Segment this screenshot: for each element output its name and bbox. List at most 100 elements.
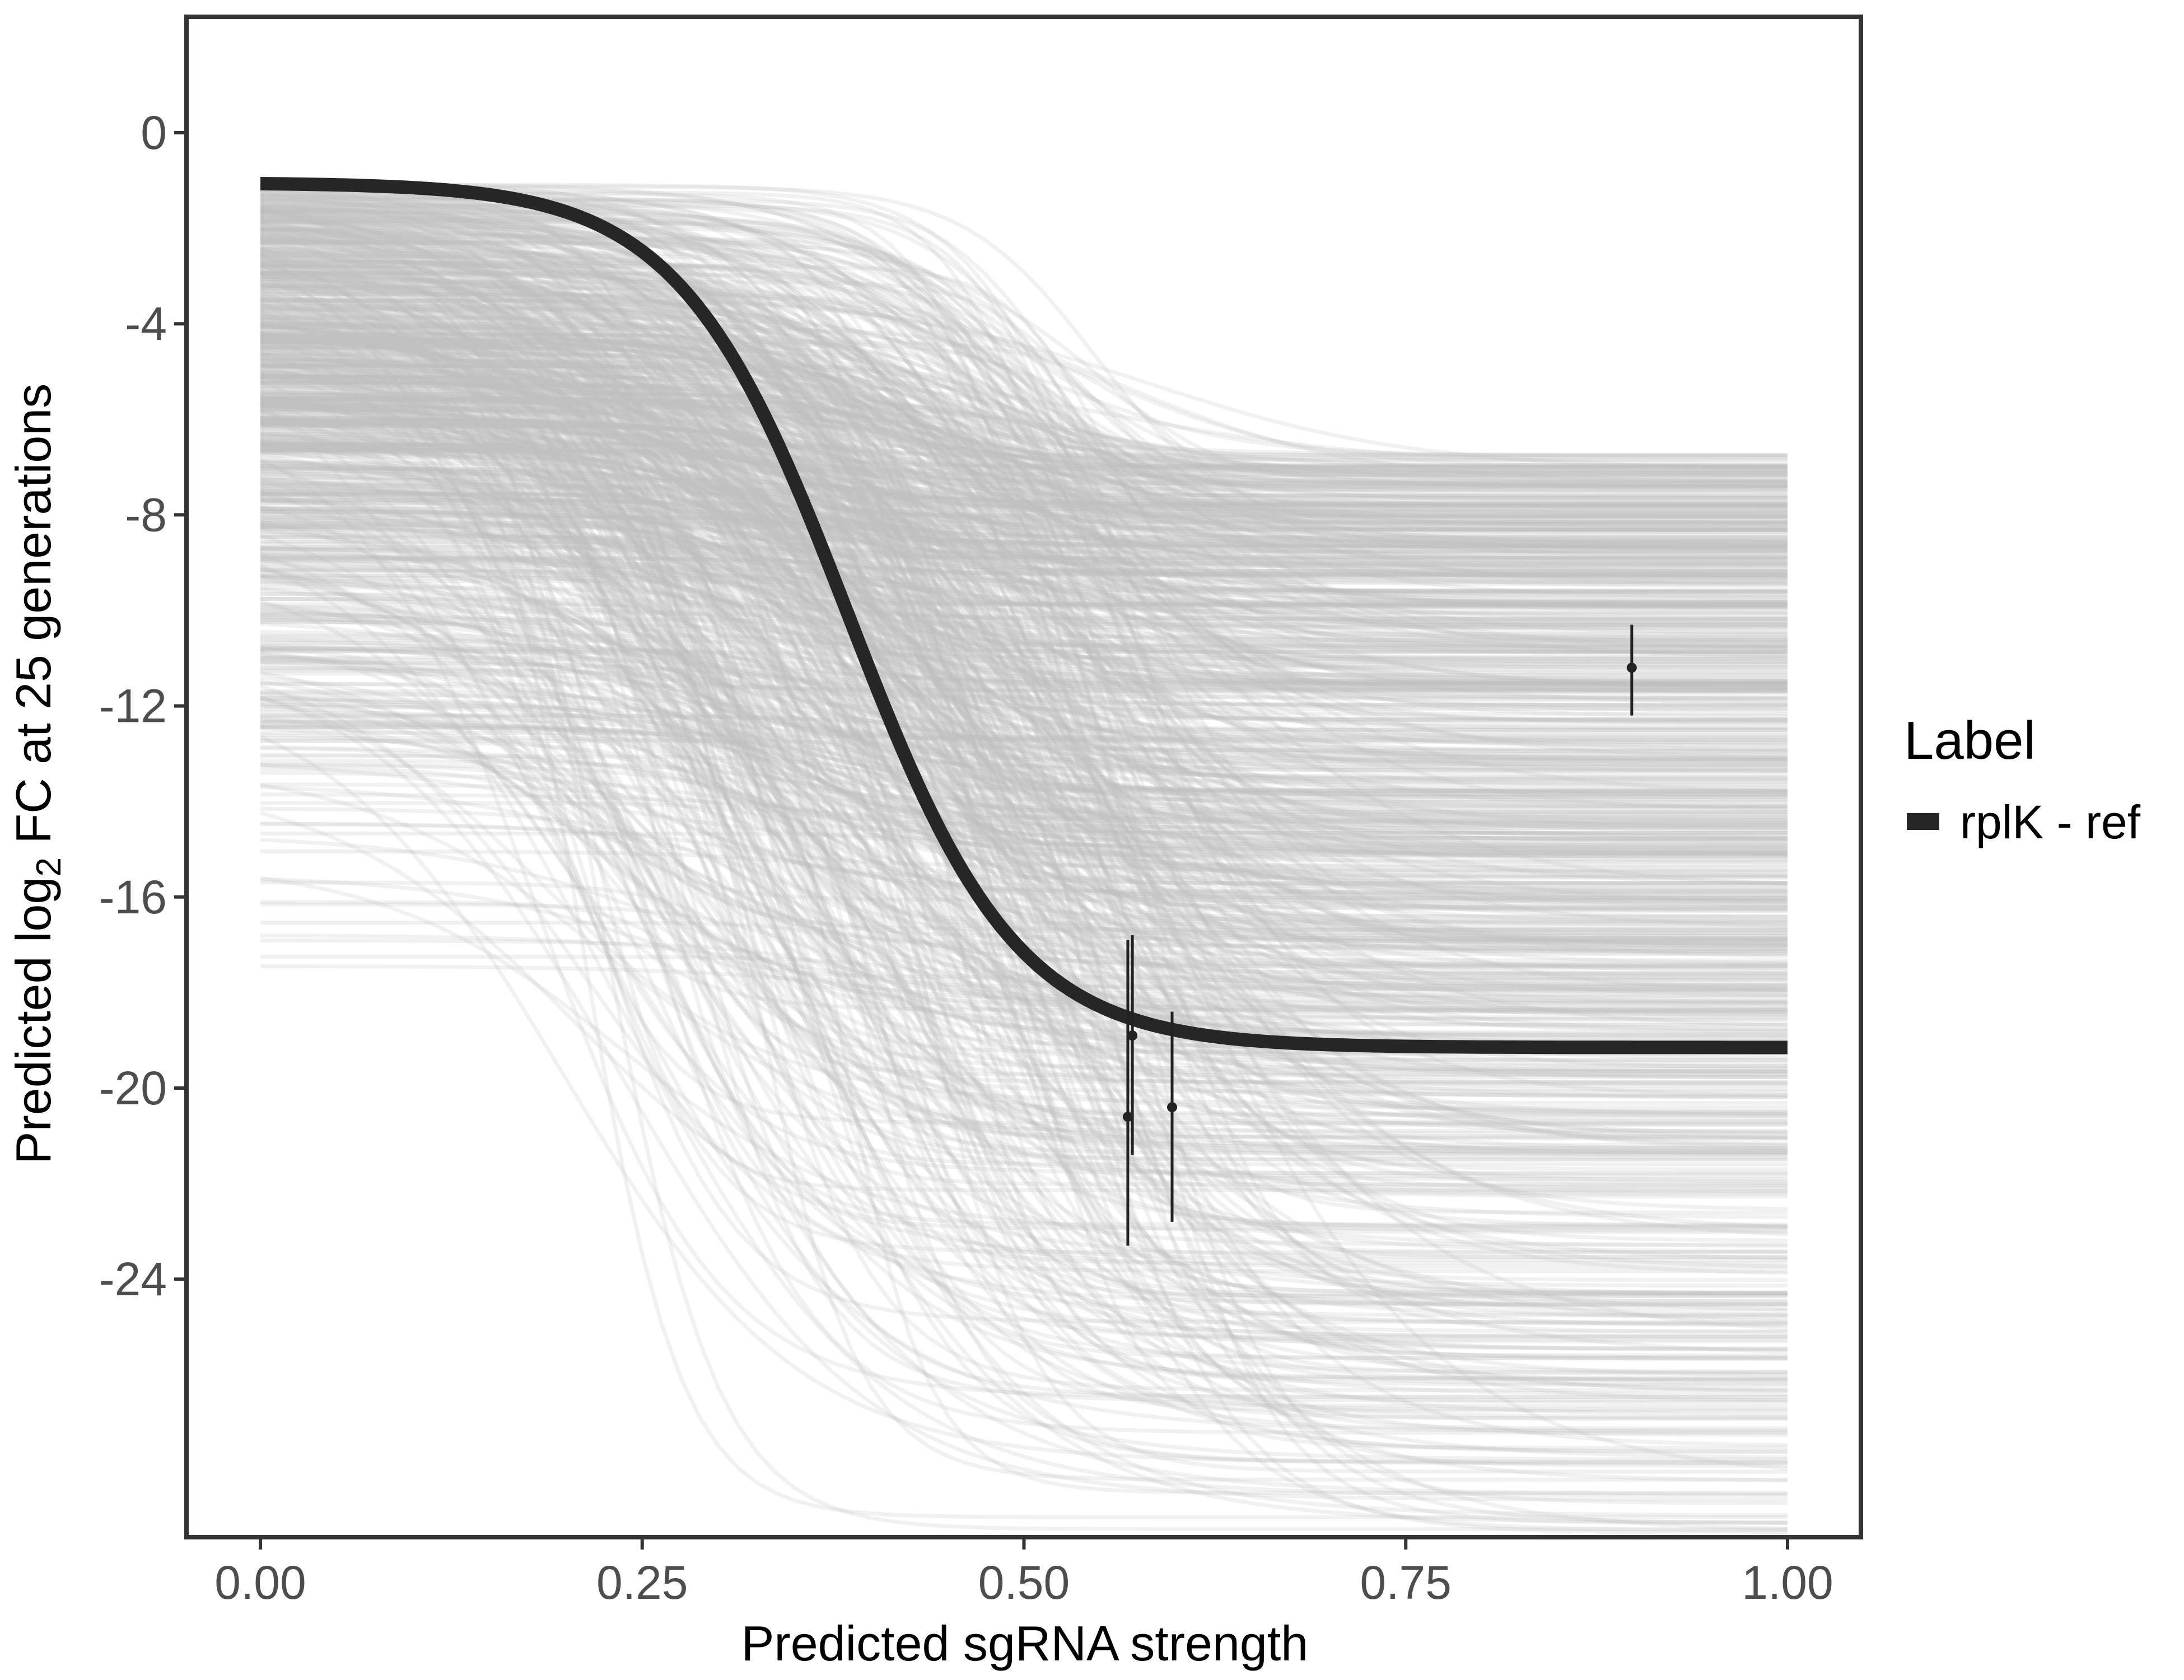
panel-border	[184, 15, 1863, 1539]
posterior-draw-line	[260, 441, 1788, 847]
posterior-draw-line	[260, 419, 1788, 1006]
posterior-draw-line	[260, 283, 1788, 543]
x-axis: 0.00 0.25 0.50 0.75 1.00	[214, 1539, 1833, 1609]
posterior-draw-line	[260, 353, 1788, 648]
posterior-draw-line	[260, 521, 1788, 670]
posterior-draw-line	[260, 472, 1788, 1525]
legend-title: Label	[1904, 711, 2036, 771]
posterior-draw-line	[260, 283, 1788, 1094]
posterior-draw-line	[260, 449, 1788, 1275]
posterior-draw-line	[260, 351, 1788, 602]
posterior-draw-line	[260, 604, 1788, 695]
posterior-draw-line	[260, 335, 1788, 1211]
posterior-draw-line	[260, 464, 1788, 1151]
posterior-draw-line	[260, 364, 1788, 522]
posterior-draw-line	[260, 222, 1788, 583]
posterior-draw-line	[259, 226, 1788, 841]
posterior-draw-line	[260, 228, 1788, 1161]
posterior-draw-line	[260, 263, 1788, 1288]
posterior-draw-line	[260, 273, 1788, 1117]
posterior-draw-line	[260, 332, 1788, 966]
posterior-draw-line	[259, 254, 1788, 1023]
posterior-draw-line	[260, 464, 1788, 580]
posterior-draw-line	[260, 375, 1788, 1397]
posterior-draw-line	[260, 334, 1788, 556]
posterior-draw-line	[260, 193, 1788, 857]
posterior-draw-line	[259, 270, 1788, 1496]
posterior-draw-line	[259, 684, 1788, 1306]
posterior-draw-line	[260, 645, 1788, 773]
posterior-draw-line	[260, 408, 1788, 1068]
posterior-draw-line	[259, 351, 1788, 1382]
posterior-draw-line	[260, 426, 1788, 575]
posterior-draw-line	[260, 552, 1788, 648]
posterior-draw-line	[260, 386, 1788, 613]
posterior-draw-line	[260, 230, 1788, 1327]
posterior-draw-line	[260, 528, 1788, 753]
posterior-draw-line	[260, 699, 1788, 792]
posterior-draw-line	[260, 443, 1788, 538]
posterior-draw-line	[260, 203, 1788, 517]
posterior-draw-line	[260, 506, 1788, 1298]
posterior-draw-line	[260, 722, 1788, 819]
posterior-draw-line	[260, 435, 1788, 560]
posterior-draw-line	[260, 323, 1788, 482]
posterior-draw-line	[260, 550, 1788, 1065]
posterior-draw-line	[260, 448, 1788, 773]
posterior-draw-line	[260, 408, 1788, 577]
posterior-draw-line	[260, 921, 1788, 1343]
posterior-draw-line	[260, 333, 1788, 1352]
y-tick-label: -12	[99, 680, 167, 732]
posterior-draw-line	[260, 255, 1788, 1298]
posterior-draw-line	[260, 460, 1788, 1116]
posterior-draw-line	[260, 258, 1788, 609]
posterior-draw-line	[260, 350, 1788, 1392]
posterior-draw-line	[260, 324, 1788, 608]
posterior-draw-line	[260, 469, 1788, 586]
posterior-draw-line	[260, 410, 1788, 1040]
posterior-draw-line	[260, 335, 1788, 953]
posterior-draw-line	[260, 605, 1788, 856]
posterior-draw-line	[260, 471, 1788, 1447]
posterior-draw-line	[260, 338, 1788, 488]
posterior-draw-line	[260, 505, 1788, 1175]
posterior-draw-line	[260, 423, 1788, 501]
posterior-draw-line	[260, 280, 1788, 606]
posterior-draw-line	[260, 338, 1788, 1326]
posterior-draw-line	[260, 759, 1788, 956]
posterior-draw-line	[260, 547, 1788, 841]
posterior-draw-line	[260, 478, 1788, 1297]
posterior-draw-line	[260, 379, 1788, 473]
posterior-draw-line	[259, 245, 1788, 1150]
posterior-draw-line	[260, 391, 1788, 478]
posterior-draw-line	[260, 404, 1788, 1393]
posterior-draw-line	[260, 353, 1788, 1525]
posterior-draw-line	[260, 736, 1788, 1228]
posterior-draw-line	[260, 698, 1788, 895]
posterior-draw-line	[260, 430, 1788, 690]
posterior-draw-line	[260, 587, 1788, 767]
posterior-draw-line	[260, 347, 1788, 519]
posterior-draw-line	[260, 304, 1788, 782]
posterior-draw-line	[260, 516, 1788, 604]
x-tick-label: 1.00	[1742, 1556, 1833, 1609]
posterior-draw-line	[260, 245, 1788, 643]
posterior-draw-line	[259, 330, 1788, 1259]
data-points	[1122, 624, 1637, 1246]
posterior-draw-line	[260, 448, 1788, 541]
posterior-draw-line	[260, 395, 1788, 1419]
posterior-draw-line	[260, 500, 1788, 1032]
posterior-draw-line	[260, 271, 1788, 748]
posterior-draw-line	[260, 352, 1788, 689]
posterior-draw-line	[260, 648, 1788, 919]
posterior-draw-line	[260, 235, 1788, 641]
posterior-draw-line	[260, 660, 1788, 979]
posterior-draw-line	[260, 587, 1788, 683]
posterior-draw-line	[260, 318, 1788, 1399]
posterior-draw-line	[260, 690, 1788, 1004]
posterior-draw-line	[260, 215, 1788, 605]
posterior-draw-line	[260, 507, 1788, 890]
posterior-draw-line	[260, 421, 1788, 1229]
posterior-draw-line	[260, 464, 1788, 544]
posterior-draw-line	[260, 638, 1788, 1123]
